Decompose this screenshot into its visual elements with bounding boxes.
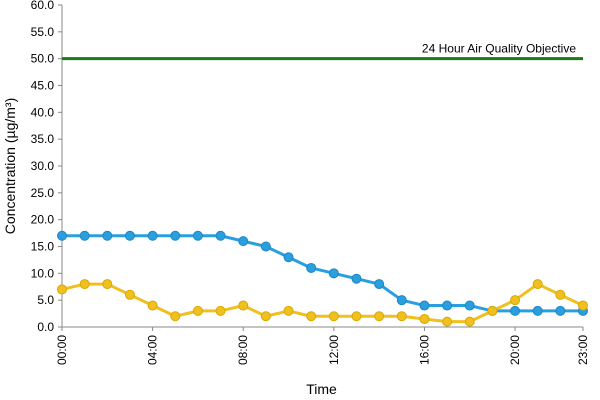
data-point <box>464 316 475 327</box>
data-point <box>170 311 181 322</box>
data-point <box>283 252 294 263</box>
data-point <box>532 279 543 290</box>
data-point <box>419 313 430 324</box>
data-point <box>374 279 385 290</box>
reference-line-label: 24 Hour Air Quality Objective <box>422 42 576 56</box>
x-tick-label: 00:00 <box>55 335 69 365</box>
data-point <box>192 230 203 241</box>
y-tick-label: 15.0 <box>31 240 55 254</box>
data-point <box>238 300 249 311</box>
x-axis-title: Time <box>306 381 337 397</box>
y-tick-label: 55.0 <box>31 25 55 39</box>
data-point <box>351 311 362 322</box>
x-tick-label: 20:00 <box>508 335 522 365</box>
data-point <box>487 305 498 316</box>
data-point <box>510 295 521 306</box>
data-point <box>215 230 226 241</box>
x-axis-ticks: 00:00 04:00 08:00 12:00 16:00 20:00 23:00 <box>55 327 590 365</box>
data-point <box>79 279 90 290</box>
data-point <box>124 289 135 300</box>
series-line-2 <box>61 282 584 324</box>
data-point <box>328 268 339 279</box>
reference-lines: 24 Hour Air Quality Objective <box>62 42 583 61</box>
data-point <box>351 273 362 284</box>
x-tick-label: 16:00 <box>417 335 431 365</box>
y-tick-label: 0.0 <box>37 320 54 334</box>
y-tick-label: 60.0 <box>31 0 55 12</box>
y-tick-label: 20.0 <box>31 213 55 227</box>
data-point <box>442 316 453 327</box>
data-point <box>260 311 271 322</box>
data-point <box>79 230 90 241</box>
x-tick-label: 04:00 <box>146 335 160 365</box>
data-point <box>442 300 453 311</box>
y-tick-label: 40.0 <box>31 105 55 119</box>
data-point <box>57 284 67 295</box>
data-point <box>57 230 67 241</box>
y-tick-label: 35.0 <box>31 132 55 146</box>
data-point <box>396 311 407 322</box>
data-point <box>215 305 226 316</box>
data-point <box>283 305 294 316</box>
x-tick-label: 12:00 <box>327 335 341 365</box>
data-point <box>374 311 385 322</box>
data-point <box>555 289 566 300</box>
data-point <box>102 279 113 290</box>
data-point <box>306 262 317 273</box>
data-point <box>555 305 566 316</box>
data-point <box>510 305 521 316</box>
data-point <box>464 300 475 311</box>
x-tick-label: 08:00 <box>236 335 250 365</box>
data-point <box>306 311 317 322</box>
data-point <box>532 305 543 316</box>
series-lines <box>57 230 588 327</box>
data-point <box>192 305 203 316</box>
data-point <box>147 300 158 311</box>
data-point <box>578 300 588 311</box>
data-point <box>419 300 430 311</box>
data-point <box>260 241 271 252</box>
x-tick-label: 23:00 <box>576 335 590 365</box>
y-axis-title: Concentration (µg/m³) <box>2 98 18 234</box>
y-tick-label: 50.0 <box>31 52 55 66</box>
data-point <box>328 311 339 322</box>
y-tick-label: 5.0 <box>37 293 54 307</box>
data-point <box>170 230 181 241</box>
y-axis-ticks: 0.0 5.0 10.0 15.0 20.0 25.0 30.0 35.0 40.0 45.0 50… <box>31 0 62 334</box>
y-tick-label: 25.0 <box>31 186 55 200</box>
y-tick-label: 30.0 <box>31 159 55 173</box>
data-point <box>147 230 158 241</box>
y-tick-label: 10.0 <box>31 266 55 280</box>
data-point <box>124 230 135 241</box>
data-point <box>238 236 249 247</box>
data-point <box>396 295 407 306</box>
data-point <box>102 230 113 241</box>
y-tick-label: 45.0 <box>31 79 55 93</box>
